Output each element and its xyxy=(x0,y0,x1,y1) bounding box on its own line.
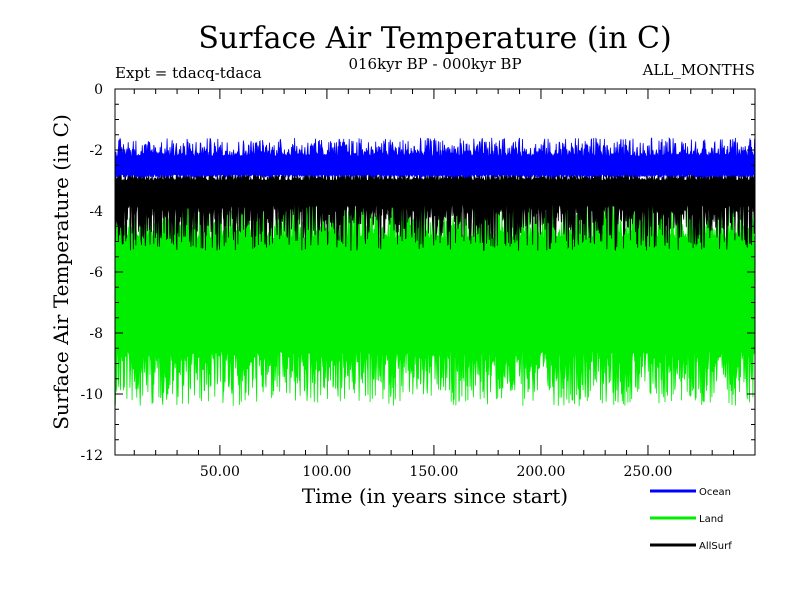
x-axis: 50.00 100.00 150.00 200.00 250.00 xyxy=(133,89,735,480)
x-tick-label: 200.00 xyxy=(516,464,565,480)
x-tick-label: 150.00 xyxy=(409,464,458,480)
y-tick-label: -4 xyxy=(89,204,103,220)
x-tick-label: 100.00 xyxy=(302,464,351,480)
chart-subtitle: 016kyr BP - 000kyr BP xyxy=(348,55,521,73)
y-tick-label: -6 xyxy=(89,265,103,281)
legend-label: Ocean xyxy=(699,487,731,498)
series-ocean xyxy=(114,137,756,179)
y-tick-label: -12 xyxy=(80,448,103,464)
y-tick-label: 0 xyxy=(94,82,103,98)
legend-label: Land xyxy=(699,514,723,525)
y-tick-label: -10 xyxy=(80,387,103,403)
months-label: ALL_MONTHS xyxy=(642,61,755,79)
legend: Ocean Land AllSurf xyxy=(650,487,732,552)
y-tick-label: -2 xyxy=(89,143,103,159)
x-axis-label: Time (in years since start) xyxy=(302,484,568,508)
y-axis: 0 -2 -4 -6 -8 -10 -12 xyxy=(80,82,755,464)
x-tick-label: 50.00 xyxy=(200,464,240,480)
y-tick-label: -8 xyxy=(89,326,103,342)
y-axis-label: Surface Air Temperature (in C) xyxy=(49,114,73,430)
chart-title: Surface Air Temperature (in C) xyxy=(198,21,671,56)
experiment-label: Expt = tdacq-tdaca xyxy=(115,64,262,82)
legend-label: AllSurf xyxy=(699,541,732,552)
series-layer xyxy=(114,137,756,407)
x-tick-label: 250.00 xyxy=(623,464,672,480)
